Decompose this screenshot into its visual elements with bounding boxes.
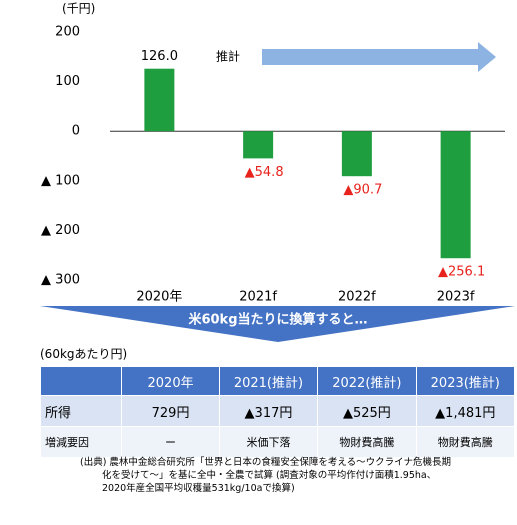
table-row: 所得 729円 ▲317円 ▲525円 ▲1,481円 <box>39 395 516 427</box>
header-cell <box>39 366 123 396</box>
header-cell: 2021(推計) <box>218 366 319 396</box>
x-tick-label: 2023f <box>437 290 475 305</box>
table-cell: 物財費高騰 <box>317 426 417 458</box>
table-cell: 所得 <box>39 395 123 427</box>
y-tick-label: 100 <box>55 74 80 89</box>
x-tick-label: 2021f <box>239 290 277 305</box>
banner-shape <box>40 306 515 342</box>
data-label: ▲256.1 <box>438 265 485 280</box>
note: (出典) 農林中金総合研究所「世界と日本の食糧安全保障を考える～ウクライナ危機長… <box>80 456 451 495</box>
forecast-arrow <box>262 42 496 72</box>
data-label: 126.0 <box>141 49 178 64</box>
bar <box>243 131 274 159</box>
note-line: 化を受けて～」を基に全中・全農で試算 (調査対象の平均作付け面積1.95ha、 <box>102 470 437 481</box>
unit: (千円) <box>62 2 95 16</box>
bar <box>144 68 175 132</box>
table-cell: 米価下落 <box>218 426 319 458</box>
header-cell: 2022(推計) <box>317 366 417 396</box>
chart: (千円) 推計 米60kg当たりに換算すると… 200 100 0 ▲ 100 ▲ 20… <box>40 2 515 342</box>
table-cell: ▲317円 <box>218 395 319 427</box>
table-cell: ー <box>121 426 220 458</box>
bar <box>341 131 372 177</box>
table: 2020年 2021(推計) 2022(推計) 2023(推計) 所得 729円 ▲317円… <box>39 366 516 458</box>
y-tick-label: 0 <box>72 124 80 139</box>
annotation: 推計 <box>216 49 240 64</box>
table-cell: ▲525円 <box>317 395 417 427</box>
note-line: (出典) 農林中金総合研究所「世界と日本の食糧安全保障を考える～ウクライナ危機長… <box>80 457 451 468</box>
y-tick-label: ▲ 300 <box>41 273 80 288</box>
table-cell: 増減要因 <box>39 426 123 458</box>
data-label: ▲90.7 <box>343 183 382 198</box>
table-cell: ▲1,481円 <box>415 395 516 427</box>
table-row: 増減要因ー米価下落 物財費高騰 物財費高騰 <box>39 426 516 458</box>
header-cell: 2023(推計) <box>415 366 516 396</box>
bar <box>440 131 471 259</box>
header-cell: 2020年 <box>121 366 220 396</box>
x-tick-label: 2020年 <box>136 290 182 305</box>
banner: 米60kg当たりに換算すると… <box>188 312 367 328</box>
y-tick-label: ▲ 200 <box>41 223 80 238</box>
y-tick-label: ▲ 100 <box>41 173 80 188</box>
y-tick-label: 200 <box>55 25 80 40</box>
data-label: ▲54.8 <box>245 165 284 180</box>
table-unit: (60kgあたり円) <box>40 347 128 361</box>
table-cell: 物財費高騰 <box>415 426 516 458</box>
x-tick-label: 2022f <box>338 290 376 305</box>
note-line: 2020年産全国平均収穫量531kg/10aで換算) <box>102 483 295 494</box>
table-cell: 729円 <box>121 395 220 427</box>
